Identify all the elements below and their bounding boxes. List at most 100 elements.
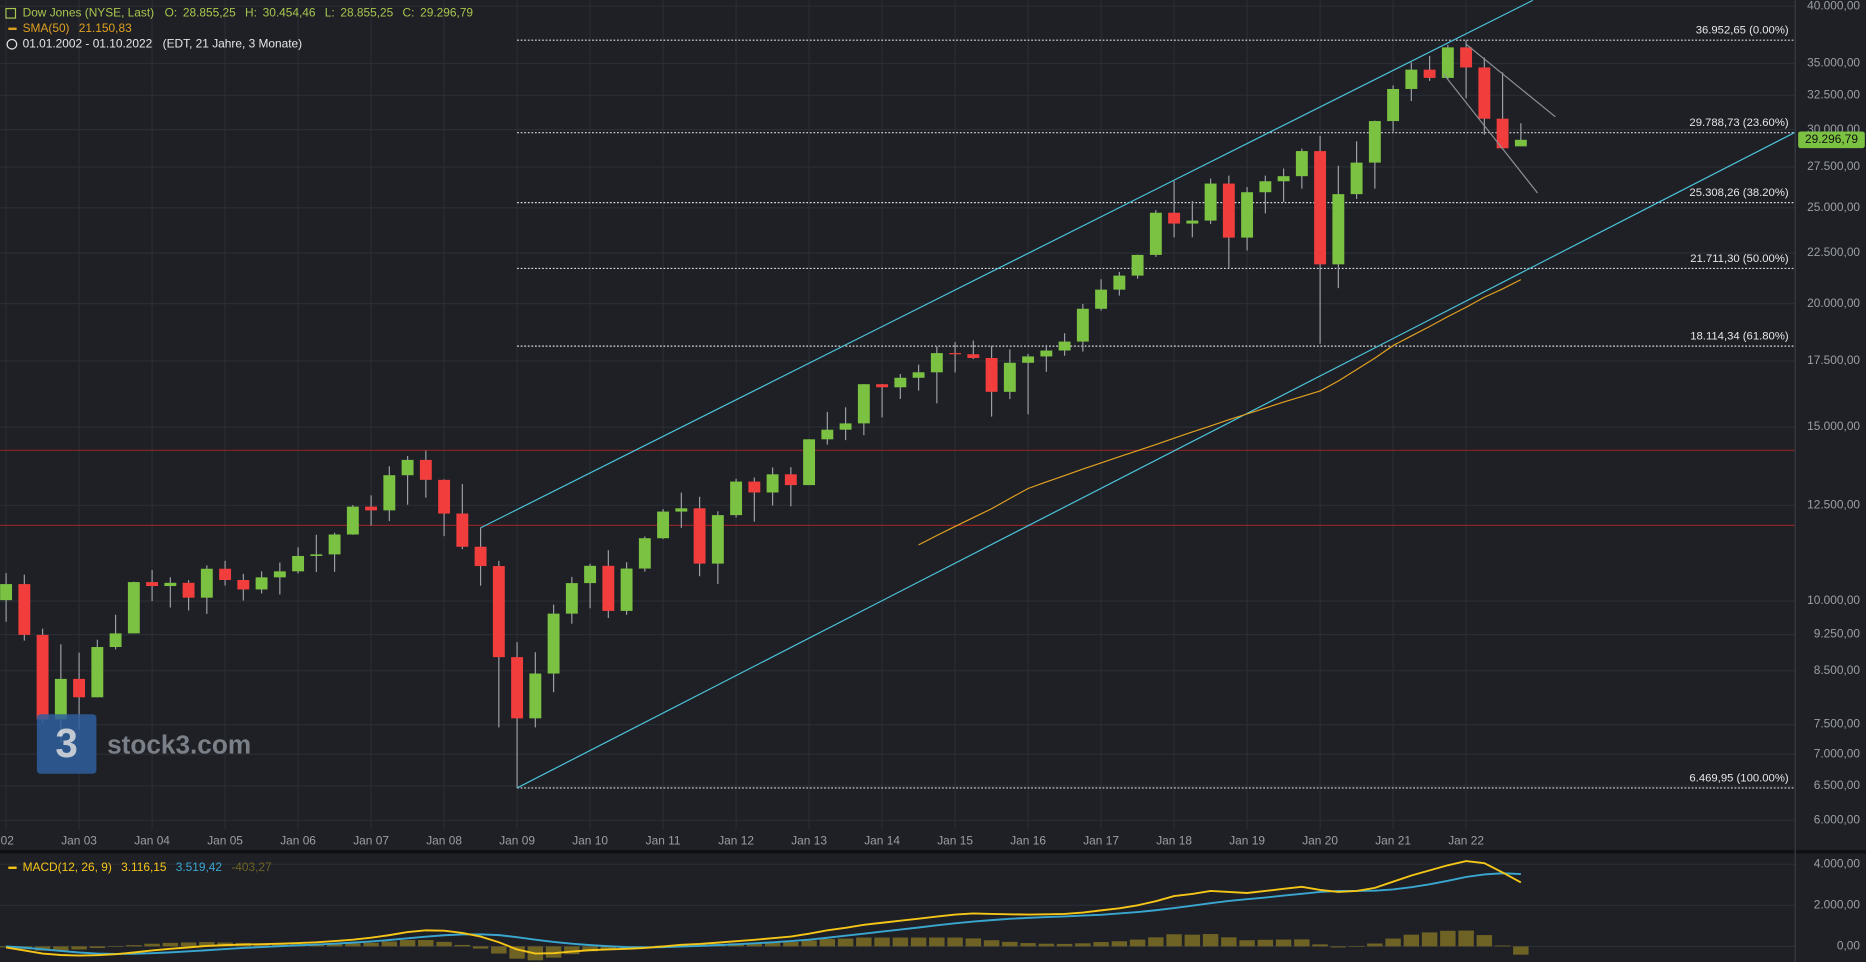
histogram-bar bbox=[180, 942, 197, 947]
histogram-bar bbox=[1093, 942, 1109, 947]
instrument-icon bbox=[5, 7, 17, 19]
histogram-bar bbox=[1002, 941, 1018, 947]
candle-body bbox=[1040, 350, 1053, 357]
macd-panel bbox=[0, 860, 1795, 961]
x-tick-label: Jan 08 bbox=[426, 834, 462, 848]
fibonacci-label: 21.711,30 (50.00%) bbox=[1690, 253, 1789, 265]
signal-line bbox=[6, 872, 1521, 955]
candle-body bbox=[273, 571, 286, 578]
candle-body bbox=[857, 384, 870, 424]
candle-body bbox=[127, 582, 140, 634]
candle-body bbox=[1131, 254, 1144, 276]
x-tick-label: Jan 05 bbox=[207, 834, 243, 848]
histogram-bar bbox=[162, 942, 179, 947]
fibonacci-label: 36.952,65 (0.00%) bbox=[1696, 25, 1789, 37]
sma-line bbox=[918, 279, 1522, 546]
candle-body bbox=[18, 584, 31, 635]
candle-body bbox=[1241, 192, 1254, 238]
watermark-logo-text: 3 bbox=[55, 720, 78, 766]
y-tick-label: 10.000,00 bbox=[1807, 593, 1860, 607]
candle-body bbox=[401, 459, 414, 476]
x-tick-label: Jan 17 bbox=[1083, 834, 1119, 848]
histogram-bar bbox=[947, 937, 963, 947]
histogram-bar bbox=[53, 946, 69, 951]
histogram-value: -403,27 bbox=[231, 860, 272, 874]
y-tick-label: 12.500,00 bbox=[1807, 497, 1860, 511]
x-tick-label: Jan 06 bbox=[280, 834, 316, 848]
histogram-bar bbox=[418, 940, 434, 947]
histogram-bar bbox=[436, 941, 452, 947]
range: 01.01.2002 - 01.10.2022 bbox=[23, 36, 153, 50]
candle-body bbox=[1113, 275, 1126, 290]
candle-body bbox=[182, 582, 195, 598]
fan-line bbox=[1443, 73, 1539, 194]
y-tick-label: 0,00 bbox=[1837, 939, 1861, 953]
candle-body bbox=[91, 647, 104, 698]
candle-body bbox=[711, 515, 724, 564]
candle-body bbox=[1168, 212, 1181, 224]
x-tick-label: Jan 04 bbox=[134, 834, 170, 848]
y-tick-label: 22.500,00 bbox=[1807, 245, 1860, 259]
histogram-bar bbox=[564, 946, 580, 955]
ohlc-value: 28.855,25 bbox=[183, 5, 236, 19]
histogram-bar bbox=[764, 942, 781, 947]
y-tick-label: 4.000,00 bbox=[1814, 856, 1861, 870]
candle-body bbox=[1496, 118, 1509, 149]
candle-body bbox=[1423, 69, 1436, 78]
histogram-bar bbox=[746, 942, 763, 947]
histogram-bar bbox=[107, 946, 124, 947]
candle-body bbox=[474, 546, 487, 567]
candle-body bbox=[675, 508, 688, 512]
trend-line bbox=[480, 0, 1534, 529]
fibonacci-label: 29.788,73 (23.60%) bbox=[1689, 117, 1788, 129]
candle-body bbox=[949, 353, 962, 355]
histogram-bar bbox=[1367, 943, 1383, 947]
histogram-bar bbox=[345, 943, 361, 947]
histogram-bar bbox=[892, 937, 909, 947]
candle-body bbox=[784, 474, 797, 486]
ohlc-label: H: bbox=[245, 5, 257, 19]
histogram-bar bbox=[1148, 937, 1164, 947]
ohlc-value: 30.454,46 bbox=[263, 5, 316, 19]
histogram-bar bbox=[1275, 939, 1292, 947]
candle-body bbox=[930, 353, 943, 373]
histogram-bar bbox=[983, 940, 1000, 947]
histogram-bar bbox=[1348, 946, 1365, 947]
histogram-bar bbox=[929, 937, 945, 947]
histogram-bar bbox=[1221, 937, 1237, 947]
histogram-bar bbox=[874, 937, 890, 947]
candle-body bbox=[73, 678, 86, 698]
trend-line bbox=[516, 132, 1795, 789]
x-tick-label: Jan 13 bbox=[791, 834, 827, 848]
x-tick-label: Jan 03 bbox=[61, 834, 97, 848]
candle-body bbox=[1332, 194, 1345, 265]
histogram-bar bbox=[1330, 946, 1347, 948]
candle-body bbox=[383, 475, 396, 511]
histogram-bar bbox=[1403, 934, 1420, 947]
header: Dow Jones (NYSE, Last) O: 28.855,25 H: 3… bbox=[5, 5, 473, 874]
range-note: (EDT, 21 Jahre, 3 Monate) bbox=[163, 36, 302, 50]
candle-body bbox=[1368, 121, 1381, 163]
candle-body bbox=[1277, 176, 1290, 182]
histogram-bar bbox=[1385, 938, 1401, 947]
histogram-bar bbox=[472, 946, 489, 949]
histogram-bar bbox=[1166, 934, 1182, 947]
last-price-tag bbox=[1798, 131, 1865, 149]
histogram-bar bbox=[965, 938, 982, 947]
histogram-bar bbox=[1257, 939, 1274, 947]
candle-body bbox=[1222, 183, 1235, 238]
candle-body bbox=[1405, 69, 1418, 89]
candle-body bbox=[146, 582, 159, 587]
candle-body bbox=[529, 673, 542, 719]
histogram-bar bbox=[1184, 934, 1201, 947]
histogram-bar bbox=[1494, 945, 1511, 947]
candle-body bbox=[36, 634, 49, 720]
range-line: 01.01.2002 - 01.10.2022 (EDT, 21 Jahre, … bbox=[23, 36, 303, 50]
candle-body bbox=[985, 358, 998, 392]
y-tick-label: 7.000,00 bbox=[1814, 746, 1861, 760]
x-tick-label: Jan 10 bbox=[572, 834, 608, 848]
y-tick-label: 9.250,00 bbox=[1814, 627, 1861, 641]
x-tick-label: Jan 15 bbox=[937, 834, 973, 848]
candle-body bbox=[821, 429, 834, 440]
